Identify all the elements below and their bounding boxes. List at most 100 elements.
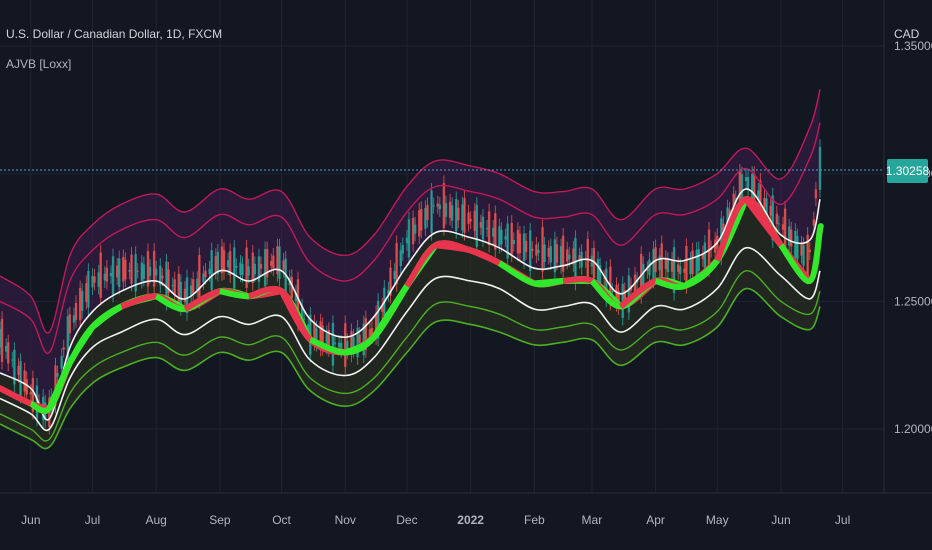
candle-body xyxy=(381,305,384,313)
candle-body xyxy=(152,250,156,287)
candle-body xyxy=(87,270,90,308)
candle-body xyxy=(387,289,390,295)
candle-body xyxy=(356,327,359,358)
y-tick-label: 1.35000 xyxy=(894,39,932,53)
candle-body xyxy=(407,219,411,258)
candle-body xyxy=(241,264,244,276)
candle-body xyxy=(130,254,133,284)
candle-body xyxy=(122,257,125,282)
x-tick-label: Jul xyxy=(835,513,850,527)
candle-body xyxy=(683,268,686,273)
candle-body xyxy=(352,336,355,350)
candle-body xyxy=(701,253,705,260)
candle-body xyxy=(806,234,809,277)
band-lines xyxy=(0,89,824,450)
candle-body xyxy=(814,189,818,199)
candle-body xyxy=(535,244,538,256)
candle-body xyxy=(272,255,275,269)
candle-body xyxy=(171,285,174,287)
candle-body xyxy=(481,216,485,240)
candle-body xyxy=(646,269,649,272)
candle-body xyxy=(812,219,816,226)
candle-body xyxy=(325,333,328,347)
upper-1-line xyxy=(0,122,821,354)
candle-body xyxy=(68,314,72,334)
candle-body xyxy=(405,237,409,244)
candle-body xyxy=(603,277,606,279)
candle-body xyxy=(117,258,121,288)
last-price-badge-bg xyxy=(887,159,928,183)
candle-body xyxy=(103,273,107,281)
candle-body xyxy=(66,316,70,361)
candle-body xyxy=(54,365,57,406)
candle-body xyxy=(529,230,532,272)
candle-body xyxy=(282,260,285,270)
time-axis[interactable]: Jun Jul Aug Sep Oct Nov Dec 2022 Feb Mar Apr May Jun… xyxy=(21,513,850,527)
symbol-title[interactable]: U.S. Dollar / Canadian Dollar, 1D, FXCM xyxy=(6,27,223,41)
indicator-title[interactable]: AJVB [Loxx] xyxy=(6,57,72,71)
candle-body xyxy=(463,198,466,233)
candle-body xyxy=(787,226,791,246)
candle-body xyxy=(744,177,748,181)
candle-body xyxy=(128,270,131,272)
candle-body xyxy=(559,246,563,267)
candle-body xyxy=(738,171,742,211)
candle-body xyxy=(4,345,8,352)
candle-body xyxy=(115,265,119,278)
candle-body xyxy=(457,207,460,221)
candle-body xyxy=(161,275,164,279)
candle-body xyxy=(0,329,2,348)
candle-body xyxy=(598,265,602,285)
candle-body xyxy=(473,210,476,231)
candle-body xyxy=(208,268,211,275)
candle-body xyxy=(91,275,94,288)
candle-body xyxy=(689,259,692,275)
candle-body xyxy=(60,356,63,369)
candle-body xyxy=(436,203,439,207)
candle-body xyxy=(498,226,501,246)
candle-body xyxy=(177,273,180,305)
candle-body xyxy=(808,249,811,253)
candle-body xyxy=(660,243,663,279)
candle-body xyxy=(183,288,187,303)
candle-body xyxy=(621,283,624,318)
candle-body xyxy=(777,223,781,225)
candle-body xyxy=(627,275,631,313)
candle-body xyxy=(142,264,146,279)
candle-body xyxy=(216,251,220,274)
candle-body xyxy=(331,323,335,366)
candle-body xyxy=(566,249,569,262)
candle-body xyxy=(302,318,306,321)
candle-body xyxy=(411,217,415,245)
candle-body xyxy=(290,276,294,299)
y-tick-label: 1.25000 xyxy=(894,294,932,308)
candle-body xyxy=(664,257,668,270)
price-axis[interactable]: 1.350001.300001.250001.20000 xyxy=(894,39,932,436)
candle-body xyxy=(13,349,16,385)
candle-body xyxy=(265,249,269,278)
candle-body xyxy=(765,198,768,219)
candle-body xyxy=(524,240,528,253)
candle-body xyxy=(691,250,694,275)
candle-body xyxy=(611,291,614,293)
signal-segment xyxy=(778,223,824,284)
candle-body xyxy=(648,259,651,276)
candle-body xyxy=(395,243,398,285)
candle-body xyxy=(276,246,279,275)
candle-body xyxy=(185,277,189,314)
candle-body xyxy=(245,247,248,288)
x-tick-label: Apr xyxy=(646,513,665,527)
candle-body xyxy=(763,197,766,208)
candle-body xyxy=(25,379,28,395)
candle-body xyxy=(670,259,674,272)
candle-body xyxy=(319,321,322,349)
candle-body xyxy=(196,278,199,290)
candle-body xyxy=(475,204,478,247)
candle-body xyxy=(247,266,250,276)
candle-body xyxy=(506,223,509,259)
candle-body xyxy=(210,250,213,291)
candle-body xyxy=(574,237,577,283)
basis-lower-line xyxy=(0,246,821,432)
